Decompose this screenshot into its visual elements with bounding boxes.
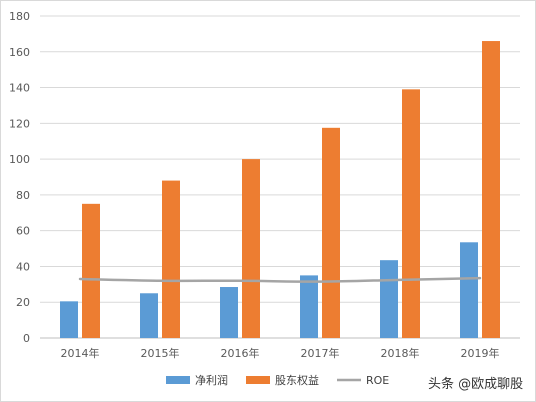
watermark: 头条 @欧成聊股 bbox=[428, 376, 523, 392]
bars bbox=[60, 41, 500, 339]
equity-bar-2016年 bbox=[242, 159, 260, 338]
gridlines bbox=[40, 15, 520, 339]
net-profit-bar-2014年 bbox=[60, 301, 78, 338]
x-tick-label: 2016年 bbox=[221, 346, 260, 360]
y-tick-label: 20 bbox=[16, 296, 30, 309]
net-profit-bar-2019年 bbox=[460, 242, 478, 338]
legend: 净利润 股东权益 ROE bbox=[166, 373, 389, 387]
equity-bar-2015年 bbox=[162, 180, 180, 338]
equity-bar-2019年 bbox=[482, 41, 500, 339]
y-tick-label: 120 bbox=[9, 117, 30, 130]
x-axis-tick-labels: 2014年 2015年 2016年 2017年 2018年 2019年 bbox=[61, 346, 500, 360]
x-tick-label: 2017年 bbox=[301, 346, 340, 360]
net-profit-bar-2018年 bbox=[380, 260, 398, 338]
y-tick-label: 80 bbox=[16, 189, 30, 202]
y-axis-tick-labels: 0 20 40 60 80 100 120 140 160 180 bbox=[9, 10, 30, 345]
x-tick-label: 2014年 bbox=[61, 346, 100, 360]
net-profit-bar-2016年 bbox=[220, 287, 238, 338]
y-tick-label: 0 bbox=[23, 332, 30, 345]
y-tick-label: 180 bbox=[9, 10, 30, 23]
net-profit-bar-2017年 bbox=[300, 275, 318, 338]
legend-label: 股东权益 bbox=[275, 373, 319, 387]
roe-line-group bbox=[78, 276, 482, 283]
y-tick-label: 100 bbox=[9, 153, 30, 166]
legend-label: ROE bbox=[366, 374, 389, 387]
legend-swatch bbox=[166, 376, 190, 384]
y-tick-label: 40 bbox=[16, 260, 30, 273]
net-profit-bar-2015年 bbox=[140, 293, 158, 338]
x-tick-label: 2015年 bbox=[141, 346, 180, 360]
x-tick-label: 2019年 bbox=[461, 346, 500, 360]
y-tick-label: 160 bbox=[9, 46, 30, 59]
roe-line bbox=[78, 276, 482, 283]
y-tick-label: 60 bbox=[16, 225, 30, 238]
x-tick-label: 2018年 bbox=[381, 346, 420, 360]
legend-swatch bbox=[246, 376, 270, 384]
equity-bar-2018年 bbox=[402, 89, 420, 338]
equity-bar-2014年 bbox=[82, 203, 100, 338]
legend-label: 净利润 bbox=[195, 373, 228, 387]
equity-bar-2017年 bbox=[322, 127, 340, 338]
y-tick-label: 140 bbox=[9, 82, 30, 95]
